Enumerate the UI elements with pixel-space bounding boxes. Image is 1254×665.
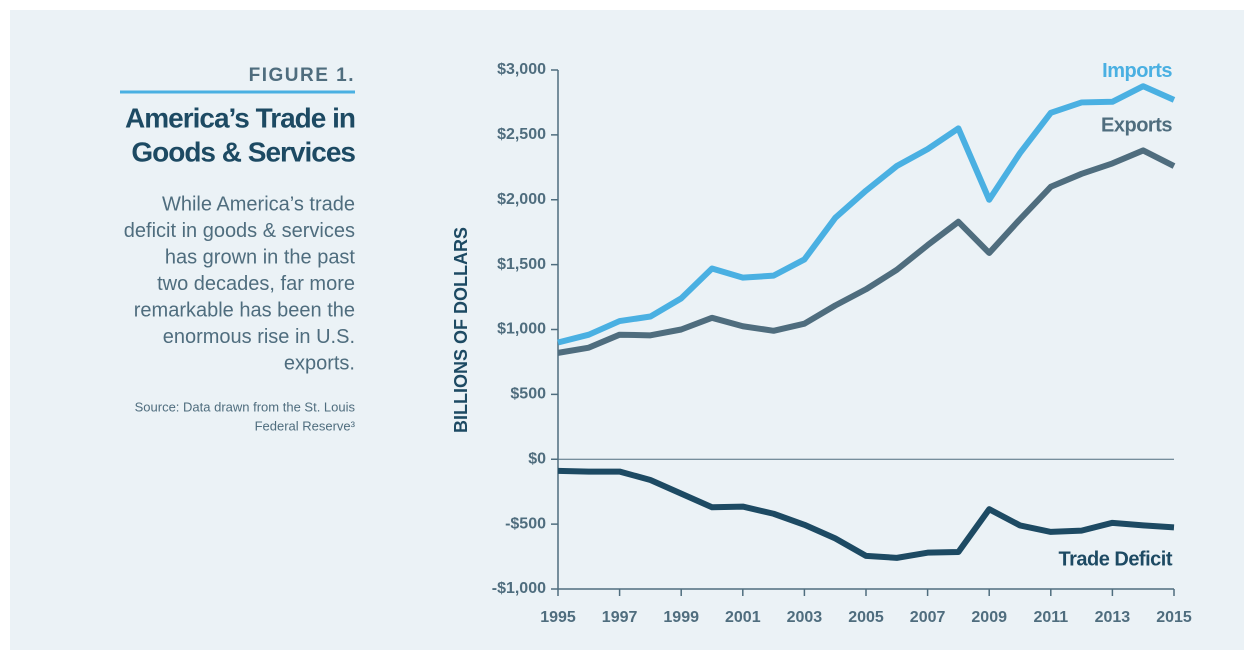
- figure-label: FIGURE 1.: [249, 65, 355, 86]
- x-tick-label: 2005: [848, 609, 884, 626]
- series-label: Exports: [1101, 114, 1172, 136]
- x-tick-label: 2011: [1033, 609, 1068, 626]
- x-tick-label: 2009: [971, 609, 1007, 626]
- y-axis-label: BILLIONS OF DOLLARS: [451, 227, 471, 433]
- description: enormous rise in U.S.: [163, 326, 355, 348]
- x-tick-label: 2013: [1095, 609, 1131, 626]
- y-tick-label: $0: [528, 450, 546, 467]
- x-tick-label: 1997: [602, 609, 638, 626]
- series-line: [557, 147, 1176, 356]
- y-tick-label: $1,000: [497, 321, 546, 338]
- series-line: [557, 467, 1175, 561]
- x-tick-label: 2001: [725, 609, 761, 626]
- y-tick-label: -$1,000: [492, 580, 546, 597]
- y-tick-label: $500: [510, 386, 546, 403]
- y-tick-label: $2,500: [497, 126, 546, 143]
- panel: [10, 10, 1244, 650]
- y-tick-label: $1,500: [497, 256, 546, 273]
- description: two decades, far more: [157, 273, 355, 295]
- chart-title: America’s Trade in: [125, 102, 355, 133]
- source: Source: Data drawn from the St. Louis: [135, 399, 356, 414]
- description: remarkable has been the: [134, 299, 355, 321]
- x-tick-label: 1995: [540, 609, 576, 626]
- chart-title: Goods & Services: [131, 136, 355, 167]
- series-line: [557, 83, 1176, 346]
- description: has grown in the past: [165, 246, 356, 268]
- x-tick-label: 2007: [910, 609, 946, 626]
- source: Federal Reserve³: [255, 418, 356, 433]
- x-tick-label: 1999: [663, 609, 699, 626]
- y-tick-label: $2,000: [497, 191, 546, 208]
- x-tick-label: 2015: [1156, 609, 1192, 626]
- description: deficit in goods & services: [124, 220, 355, 242]
- description: exports.: [284, 352, 355, 374]
- series-label: Trade Deficit: [1058, 549, 1172, 571]
- description: While America’s trade: [162, 193, 355, 215]
- series-label: Imports: [1102, 60, 1172, 82]
- y-tick-label: $3,000: [497, 61, 546, 78]
- x-tick-label: 2003: [787, 609, 823, 626]
- y-tick-label: -$500: [505, 515, 546, 532]
